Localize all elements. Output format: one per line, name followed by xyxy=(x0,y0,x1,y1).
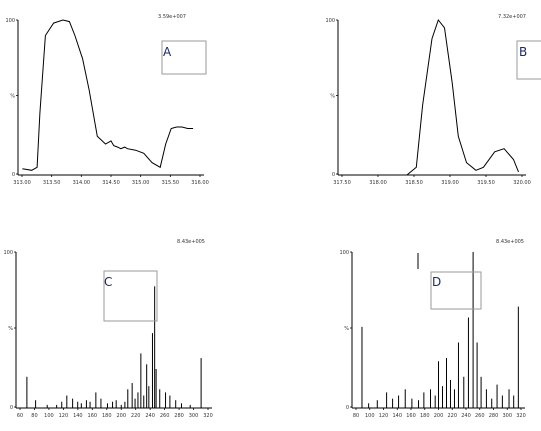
panel-c-xtick-label: 320 xyxy=(203,413,213,419)
panel-d-xtick-label: 140 xyxy=(392,413,402,419)
panel-b-xtick-label: 317.50 xyxy=(333,180,351,186)
panel-a-xtick-label: 313.50 xyxy=(43,180,61,186)
panel-d-xtick-label: 260 xyxy=(475,413,485,419)
panel-a-xtick-label: 313.00 xyxy=(13,180,31,186)
panel-d-ytick-label: % xyxy=(344,326,349,332)
panel-c-xtick-label: 80 xyxy=(31,413,37,419)
panel-d-xtick-label: 200 xyxy=(434,413,444,419)
panel-d-xtick-label: 180 xyxy=(420,413,430,419)
panel-a-xtick-label: 316.00 xyxy=(191,180,209,186)
panel-b-ytick-label: 100 xyxy=(325,18,335,24)
panel-d-xtick-label: 300 xyxy=(502,413,512,419)
panel-d-xtick-label: 100 xyxy=(365,413,375,419)
panel-c-xtick-label: 200 xyxy=(116,413,126,419)
panel-c-xtick-label: 280 xyxy=(174,413,184,419)
panel-c-ytick-label: % xyxy=(8,326,13,332)
panel-a-ytick-label: 0 xyxy=(12,172,15,178)
panel-c-xtick-label: 100 xyxy=(44,413,54,419)
panel-d-xtick-label: 320 xyxy=(516,413,526,419)
panel-a-ytick-label: 100 xyxy=(5,18,15,24)
panel-d-xtick-label: 280 xyxy=(489,413,499,419)
panel-b-trace xyxy=(344,18,519,176)
panel-d-label-box xyxy=(430,271,482,310)
panel-c-xtick-label: 260 xyxy=(160,413,170,419)
panel-a-ytick-label: % xyxy=(10,94,15,100)
panel-c-ytick-label: 100 xyxy=(3,250,13,256)
panel-c-ytick-label: 0 xyxy=(10,405,13,411)
panel-b-ytick-label: % xyxy=(330,94,335,100)
panel-b-xtick-label: 320.00 xyxy=(513,180,531,186)
panel-d-xtick-label: 160 xyxy=(406,413,416,419)
panel-b-ytick-label: 0 xyxy=(332,172,335,178)
panel-d-scale-label: 8.43e+005 xyxy=(496,239,524,245)
panel-c-xtick-label: 220 xyxy=(131,413,141,419)
panel-a-xtick-label: 315.00 xyxy=(132,180,150,186)
panel-b-letter: B xyxy=(519,45,527,59)
panel-c-xtick-label: 240 xyxy=(145,413,155,419)
panel-c-xtick-label: 160 xyxy=(88,413,98,419)
panel-c-xtick-label: 60 xyxy=(17,413,23,419)
panel-c-xtick-label: 140 xyxy=(73,413,83,419)
panel-d-xtick-label: 240 xyxy=(461,413,471,419)
panel-a-xtick-label: 314.00 xyxy=(73,180,91,186)
panel-d-ytick-label: 100 xyxy=(339,250,349,256)
panel-c-xtick-label: 300 xyxy=(189,413,199,419)
panel-d-letter: D xyxy=(432,275,441,289)
panel-d-xtick-label: 80 xyxy=(353,413,359,419)
panel-b-xtick-label: 319.50 xyxy=(477,180,495,186)
panel-b-scale-label: 7.32e+007 xyxy=(498,14,526,20)
panel-c-xtick-label: 180 xyxy=(102,413,112,419)
panel-a-label-box xyxy=(161,40,207,75)
panel-c-letter: C xyxy=(104,275,112,289)
panel-d-xtick-label: 120 xyxy=(379,413,389,419)
panel-a-xtick-label: 315.50 xyxy=(162,180,180,186)
panel-c-xtick-label: 120 xyxy=(59,413,69,419)
panel-a-scale-label: 3.59e+007 xyxy=(158,14,186,20)
panel-b-xtick-label: 318.50 xyxy=(405,180,423,186)
panel-c-scale-label: 8.43e+005 xyxy=(177,239,205,245)
panel-b-xtick-label: 318.00 xyxy=(369,180,387,186)
panel-b-label-box xyxy=(516,40,541,80)
panel-c-label-box xyxy=(103,270,158,322)
panel-d-ytick-label: 0 xyxy=(346,405,349,411)
panel-b-xtick-label: 319.00 xyxy=(441,180,459,186)
panel-a-trace xyxy=(22,19,194,171)
panel-d-xtick-label: 220 xyxy=(447,413,457,419)
panel-a-letter: A xyxy=(163,45,172,59)
panel-a-xtick-label: 314.50 xyxy=(102,180,120,186)
